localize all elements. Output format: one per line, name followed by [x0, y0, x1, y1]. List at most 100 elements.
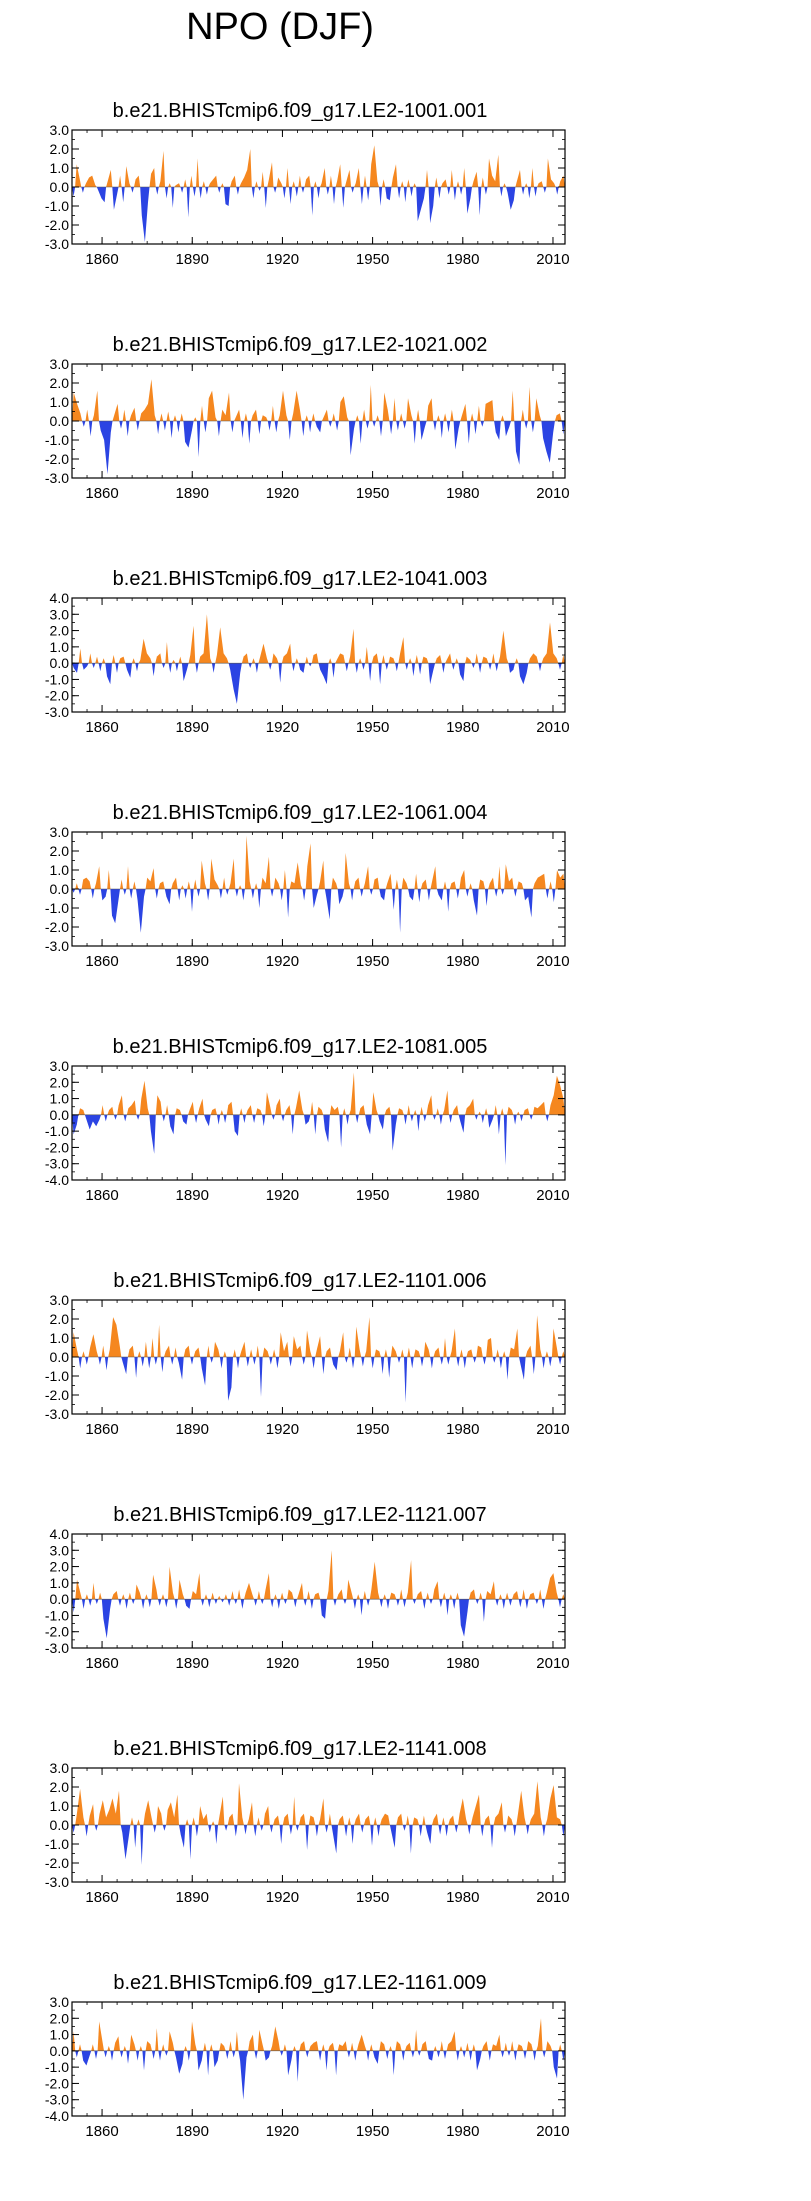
negative-anomaly-area	[401, 2050, 405, 2061]
negative-anomaly-area	[195, 1825, 199, 1837]
negative-anomaly-area	[351, 1357, 355, 1369]
positive-anomaly-area	[168, 183, 172, 187]
positive-anomaly-area	[183, 179, 187, 187]
positive-anomaly-area	[197, 1098, 205, 1115]
positive-anomaly-area	[81, 1351, 86, 1357]
negative-anomaly-area	[365, 1114, 372, 1135]
y-tick-label: -1.0	[45, 432, 69, 448]
positive-anomaly-area	[456, 181, 460, 187]
negative-anomaly-area	[92, 663, 96, 668]
negative-anomaly-area	[126, 2050, 130, 2064]
y-tick-label: -3.0	[45, 704, 69, 720]
negative-anomaly-area	[542, 1357, 546, 1369]
positive-anomaly-area	[504, 2042, 508, 2051]
positive-anomaly-area	[426, 1592, 430, 1600]
negative-anomaly-area	[411, 663, 416, 677]
x-tick-label: 1980	[446, 1655, 479, 1672]
positive-anomaly-area	[78, 648, 82, 664]
positive-anomaly-area	[406, 1815, 410, 1825]
positive-anomaly-area	[118, 175, 122, 187]
negative-anomaly-area	[453, 187, 457, 201]
positive-anomaly-area	[441, 1817, 445, 1825]
y-tick-label: 3.0	[50, 606, 70, 622]
x-tick-label: 1920	[266, 953, 299, 970]
positive-anomaly-area	[299, 1813, 306, 1825]
negative-anomaly-area	[366, 187, 370, 201]
positive-anomaly-area	[472, 171, 479, 187]
positive-anomaly-area	[265, 1092, 272, 1115]
positive-anomaly-area	[507, 1106, 514, 1115]
negative-anomaly-area	[542, 2050, 546, 2058]
negative-anomaly-area	[473, 421, 478, 435]
positive-anomaly-area	[297, 1582, 304, 1600]
positive-anomaly-area	[164, 1345, 171, 1357]
positive-anomaly-area	[488, 877, 495, 889]
negative-anomaly-area	[259, 1357, 263, 1397]
negative-anomaly-area	[499, 1357, 503, 1369]
positive-anomaly-area	[335, 653, 346, 664]
negative-anomaly-area	[513, 1114, 517, 1125]
positive-anomaly-area	[469, 1589, 476, 1600]
positive-anomaly-area	[506, 1815, 514, 1825]
positive-anomaly-area	[534, 398, 542, 421]
positive-anomaly-area	[382, 179, 386, 187]
positive-anomaly-area	[85, 409, 89, 421]
negative-anomaly-area	[232, 2050, 236, 2058]
positive-anomaly-area	[155, 1095, 163, 1115]
negative-anomaly-area	[302, 889, 306, 901]
positive-anomaly-area	[173, 415, 177, 421]
negative-anomaly-area	[118, 1599, 122, 1606]
positive-anomaly-area	[478, 879, 485, 889]
negative-anomaly-area	[96, 187, 107, 203]
positive-anomaly-area	[207, 390, 218, 421]
positive-anomaly-area	[375, 415, 380, 421]
negative-anomaly-area	[308, 663, 312, 667]
negative-anomaly-area	[332, 187, 336, 205]
positive-anomaly-area	[338, 1332, 345, 1357]
positive-anomaly-area	[400, 1349, 404, 1357]
negative-anomaly-area	[321, 1357, 326, 1375]
positive-anomaly-area	[244, 1582, 254, 1600]
positive-anomaly-area	[85, 1594, 89, 1600]
positive-anomaly-area	[178, 656, 182, 664]
negative-anomaly-area	[311, 1357, 316, 1369]
negative-anomaly-area	[478, 187, 482, 216]
negative-anomaly-area	[331, 1825, 338, 1854]
negative-anomaly-area	[210, 1357, 214, 1363]
y-tick-label: 1.0	[50, 1575, 70, 1591]
y-tick-label: 2.0	[50, 623, 70, 639]
negative-anomaly-area	[136, 889, 146, 933]
x-tick-label: 1980	[446, 1889, 479, 1906]
y-tick-label: -1.0	[45, 1123, 69, 1139]
positive-anomaly-area	[460, 403, 468, 421]
positive-anomaly-area	[398, 637, 406, 664]
negative-anomaly-area	[238, 2050, 249, 2100]
negative-anomaly-area	[248, 663, 252, 668]
negative-anomaly-area	[439, 1114, 443, 1125]
negative-anomaly-area	[225, 889, 229, 895]
positive-anomaly-area	[487, 154, 500, 187]
negative-anomaly-area	[425, 1825, 432, 1844]
x-tick-label: 1950	[356, 2123, 389, 2140]
positive-anomaly-area	[321, 2044, 325, 2051]
negative-anomaly-area	[200, 1357, 207, 1386]
x-tick-label: 1980	[446, 953, 479, 970]
positive-anomaly-area	[385, 873, 393, 889]
y-tick-label: 1.0	[50, 862, 70, 878]
positive-anomaly-area	[342, 1108, 346, 1115]
positive-anomaly-area	[526, 2041, 533, 2051]
positive-anomaly-area	[328, 2042, 335, 2051]
positive-anomaly-area	[108, 1317, 122, 1357]
positive-anomaly-area	[256, 1817, 261, 1825]
positive-anomaly-area	[318, 860, 325, 889]
negative-anomaly-area	[361, 1357, 365, 1367]
positive-anomaly-area	[388, 656, 396, 664]
negative-anomaly-area	[279, 1825, 283, 1844]
x-tick-label: 1890	[176, 2123, 209, 2140]
positive-anomaly-area	[449, 1594, 453, 1600]
negative-anomaly-area	[503, 1114, 507, 1166]
positive-anomaly-area	[530, 168, 534, 187]
negative-anomaly-area	[504, 421, 511, 437]
positive-anomaly-area	[294, 1090, 304, 1115]
positive-anomaly-area	[208, 175, 218, 187]
